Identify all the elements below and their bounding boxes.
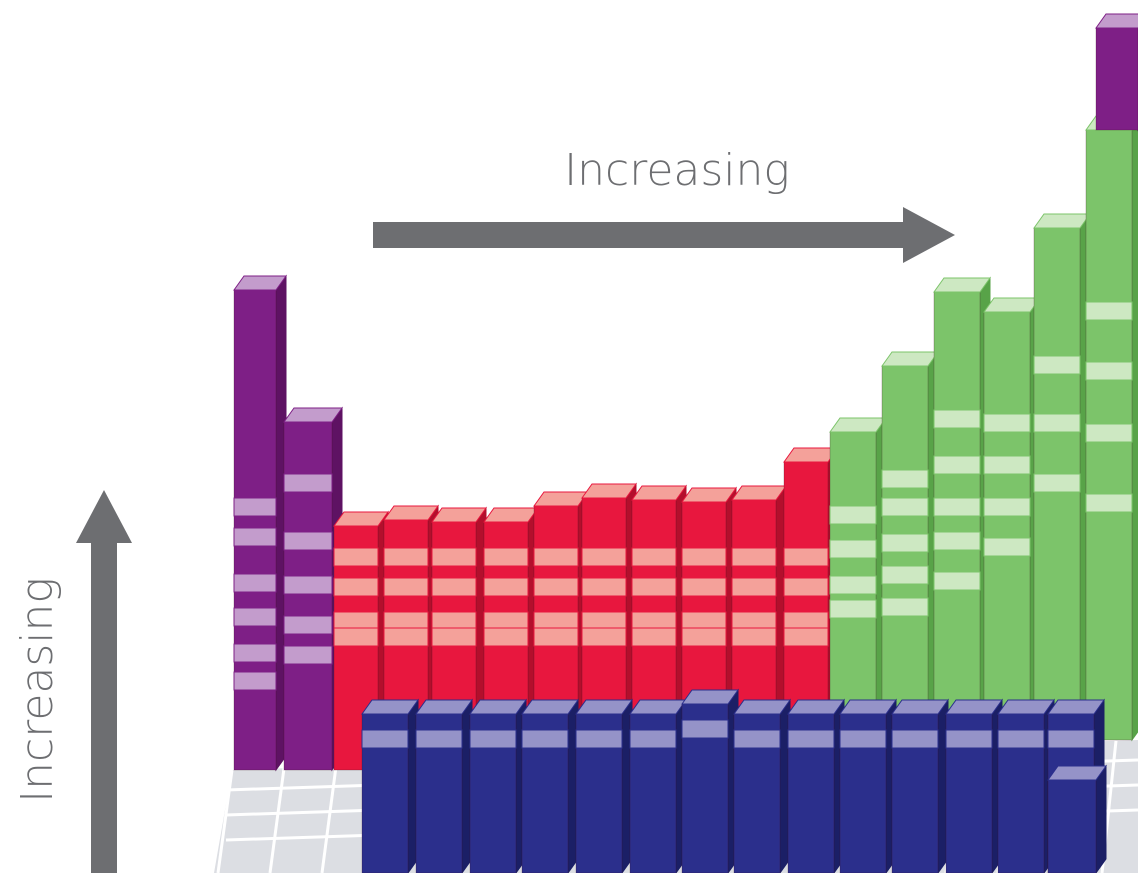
s-block-column xyxy=(233,274,287,772)
arrow-up-icon xyxy=(76,490,132,873)
vertical-trend-label: Increasing xyxy=(12,577,63,803)
f-block-column xyxy=(521,698,579,873)
f-block-column xyxy=(997,698,1055,873)
p-block-column xyxy=(1033,212,1091,742)
s-block-column xyxy=(283,406,343,772)
p-block-column xyxy=(933,276,991,742)
bar-columns-front xyxy=(361,688,1107,873)
f-block-column xyxy=(629,698,687,873)
arrow-right-icon xyxy=(373,207,955,263)
horizontal-trend-label: Increasing xyxy=(564,145,790,196)
f-block-column xyxy=(891,698,949,873)
p-block-column xyxy=(829,416,887,742)
p-block-column xyxy=(881,350,939,742)
f-block-column xyxy=(415,698,473,873)
f-block-column xyxy=(787,698,845,873)
f-block-column xyxy=(575,698,633,873)
f-block-column xyxy=(733,698,791,873)
f-block-column xyxy=(681,688,739,873)
f-block-column xyxy=(1047,764,1107,873)
f-block-column xyxy=(839,698,897,873)
p-block-column xyxy=(1085,115,1138,742)
bar-columns-back xyxy=(233,13,1138,772)
f-block-column xyxy=(469,698,527,873)
f-block-column xyxy=(361,698,419,873)
s-block-column xyxy=(1095,13,1138,132)
f-block-column xyxy=(945,698,1003,873)
p-block-column xyxy=(983,296,1041,742)
